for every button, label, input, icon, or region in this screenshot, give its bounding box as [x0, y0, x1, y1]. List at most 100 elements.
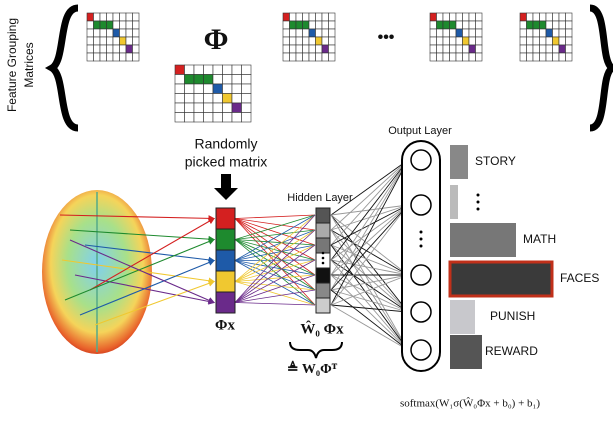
output-bar — [450, 185, 458, 219]
matrix-cell — [553, 53, 560, 61]
matrix-cell — [469, 45, 476, 53]
matrix-cell — [194, 75, 204, 85]
matrix-cell — [100, 13, 107, 21]
matrix-cell — [283, 53, 290, 61]
matrix-cell — [546, 53, 553, 61]
matrix-cell — [437, 13, 444, 21]
matrix-cell — [120, 21, 127, 29]
matrix-cell — [329, 21, 336, 29]
ellipsis: ••• — [378, 29, 395, 46]
matrix-cell — [520, 53, 527, 61]
matrix-cell — [94, 13, 101, 21]
matrix-cell — [566, 13, 573, 21]
matrix-cell — [126, 53, 133, 61]
matrix-cell — [559, 53, 566, 61]
matrix-cell — [456, 37, 463, 45]
vector-cell — [216, 250, 235, 271]
matrix-cell — [223, 103, 233, 113]
matrix-cell — [533, 37, 540, 45]
matrix-cell — [437, 45, 444, 53]
matrix-cell — [213, 103, 223, 113]
matrix-cell — [175, 113, 185, 123]
matrix-cell — [476, 21, 483, 29]
matrix-cell — [242, 84, 252, 94]
hidden-layer-label: Hidden Layer — [287, 192, 353, 204]
hidden-formula: Ŵ₀ Φx — [300, 320, 344, 337]
matrix-cell — [87, 53, 94, 61]
matrix-cell — [223, 84, 233, 94]
matrix-cell — [283, 21, 290, 29]
hidden-connection — [235, 303, 315, 306]
matrix-cell — [527, 13, 534, 21]
matrix-cell — [303, 13, 310, 21]
hidden-cell — [316, 298, 330, 313]
matrix-cell — [559, 37, 566, 45]
class-label: PUNISH — [490, 309, 535, 323]
matrix-cell — [113, 29, 120, 37]
right-brace — [590, 8, 612, 128]
matrix-cell — [456, 45, 463, 53]
matrix-cell — [296, 37, 303, 45]
matrix-cell — [463, 29, 470, 37]
matrix-cell — [450, 45, 457, 53]
matrix-cell — [329, 13, 336, 21]
matrix-cell — [540, 45, 547, 53]
hidden-cell — [316, 223, 330, 238]
phi-symbol: Φ — [204, 23, 229, 56]
matrix-cell — [559, 21, 566, 29]
matrix-cell — [450, 13, 457, 21]
hidden-connection — [235, 261, 315, 276]
matrix-cell — [100, 45, 107, 53]
output-dot — [420, 231, 423, 234]
matrix-cell — [520, 45, 527, 53]
matrix-cell — [94, 37, 101, 45]
matrix-cell — [463, 13, 470, 21]
matrix-cell — [213, 94, 223, 104]
matrix-cell — [107, 13, 114, 21]
matrix-cell — [213, 75, 223, 85]
matrices — [87, 13, 572, 122]
matrix-cell — [296, 29, 303, 37]
matrix-cell — [185, 75, 195, 85]
matrix-cell — [533, 53, 540, 61]
matrix-cell — [290, 29, 297, 37]
matrix-cell — [443, 53, 450, 61]
matrix-cell — [430, 13, 437, 21]
matrix-cell — [126, 37, 133, 45]
matrix-cell — [430, 45, 437, 53]
matrix-cell — [316, 53, 323, 61]
matrix-cell — [113, 13, 120, 21]
hidden-connection — [235, 260, 315, 261]
side-label: Matrices — [22, 42, 36, 87]
matrix-cell — [232, 75, 242, 85]
matrix-cell — [175, 84, 185, 94]
matrix-cell — [546, 45, 553, 53]
matrix-cell — [546, 29, 553, 37]
matrix-cell — [476, 37, 483, 45]
input-vector — [216, 208, 235, 313]
matrix-cell — [443, 45, 450, 53]
matrix-cell — [120, 45, 127, 53]
matrix-cell — [204, 84, 214, 94]
matrix-cell — [309, 13, 316, 21]
matrix-cell — [185, 103, 195, 113]
matrix-cell — [232, 65, 242, 75]
matrix-cell — [469, 21, 476, 29]
matrix-cell — [283, 45, 290, 53]
matrix-cell — [175, 75, 185, 85]
bar-dot — [477, 208, 480, 211]
matrix-cell — [437, 21, 444, 29]
matrix-cell — [290, 37, 297, 45]
matrix-cell — [194, 65, 204, 75]
matrix-cell — [322, 29, 329, 37]
matrix-cell — [303, 37, 310, 45]
underbrace — [290, 342, 342, 358]
matrix-cell — [113, 45, 120, 53]
matrix-cell — [322, 45, 329, 53]
matrix-cell — [309, 45, 316, 53]
matrix-cell — [242, 103, 252, 113]
side-label: Feature Grouping — [5, 18, 19, 112]
matrix-cell — [553, 29, 560, 37]
matrix-cell — [540, 29, 547, 37]
output-bar — [450, 223, 516, 257]
